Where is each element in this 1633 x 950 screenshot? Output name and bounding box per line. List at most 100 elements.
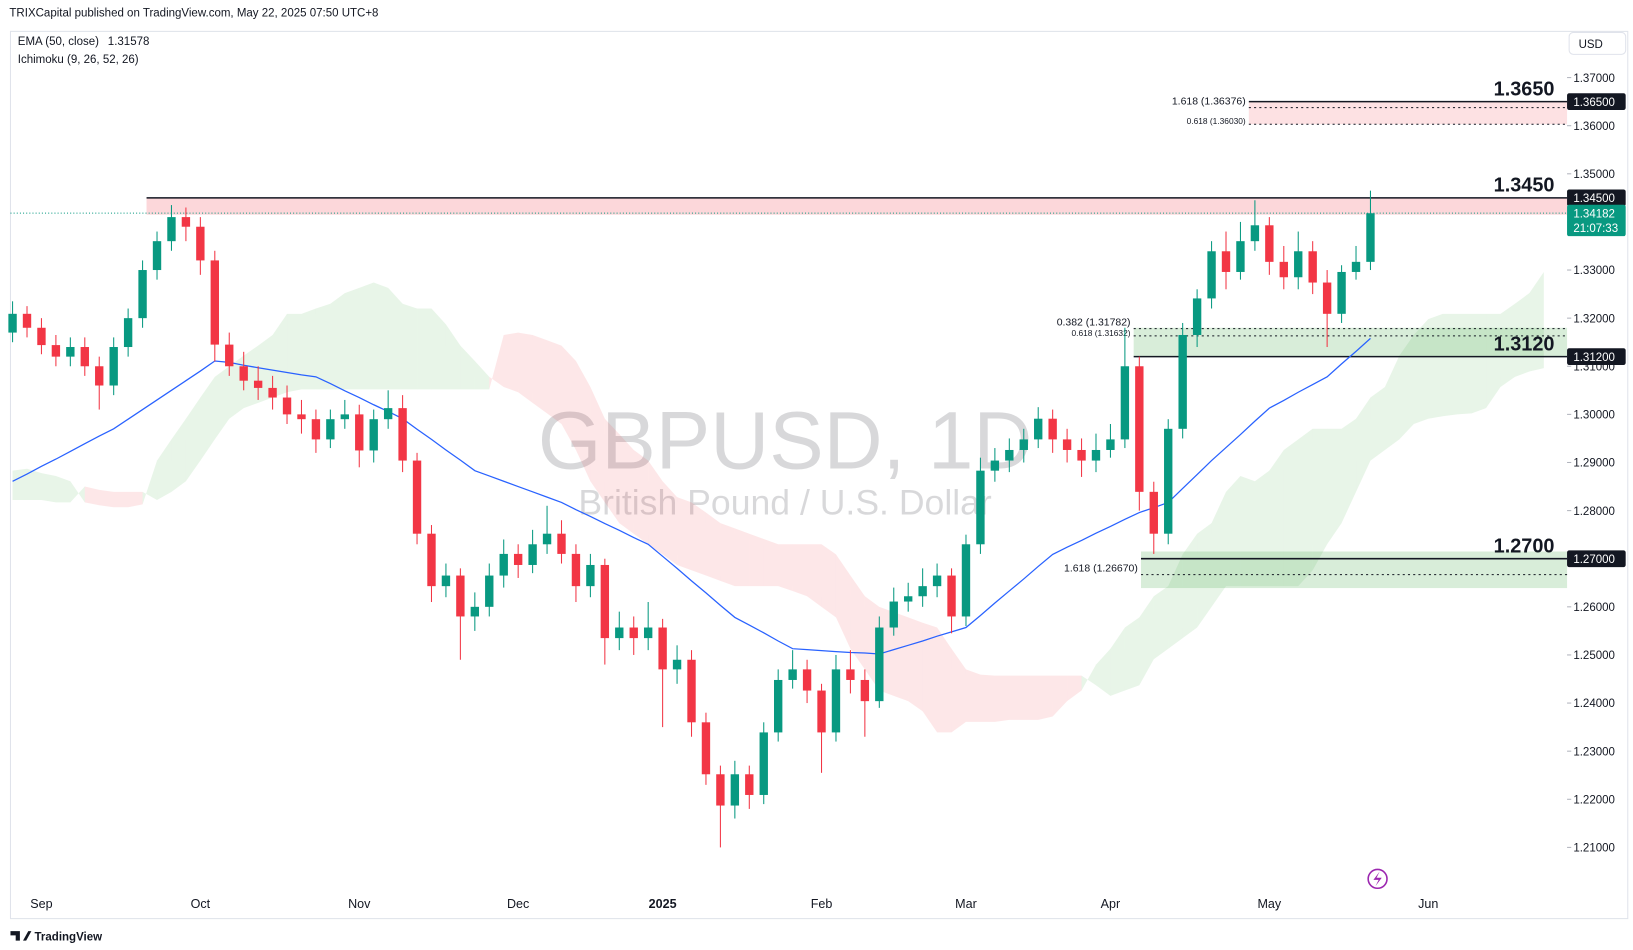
cloud-segment xyxy=(55,475,71,503)
candle-body xyxy=(774,679,783,733)
candle-body xyxy=(1062,439,1072,450)
tags: 1.36500 1.34500 1.31200 1.27000 1.34182 21:07… xyxy=(1567,93,1626,568)
cloud-segment xyxy=(1052,675,1068,717)
cloud-segment xyxy=(214,366,230,440)
cloud-segment xyxy=(1283,439,1299,587)
candle-body xyxy=(66,347,75,357)
level-lines: 1.3650 1.3450 1.3120 1.2700 1.618 (1.36376) 0… xyxy=(10,78,1568,576)
level-tag-label: 1.34500 xyxy=(1573,193,1615,205)
candle-body xyxy=(95,366,104,386)
cloud-segment xyxy=(778,544,793,591)
candle-body xyxy=(990,460,1000,471)
cloud-segment xyxy=(965,669,981,722)
x-tick-label: Jun xyxy=(1418,897,1438,911)
candle-body xyxy=(51,345,61,357)
cloud-segment xyxy=(705,512,721,581)
cloud-segment xyxy=(1153,586,1169,660)
indicator-value: 1.31578 xyxy=(108,36,150,48)
cloud-segment xyxy=(1081,664,1096,691)
cloud-segment xyxy=(431,308,446,390)
y-tick-label: 1.23000 xyxy=(1573,746,1615,758)
candle-body xyxy=(817,690,826,733)
fib-label: 0.618 (1.31632) xyxy=(1071,328,1130,338)
candle-body xyxy=(239,366,248,381)
alert-icon[interactable] xyxy=(1367,868,1388,890)
candle-body xyxy=(427,533,436,587)
cloud-segment xyxy=(1110,627,1125,696)
cloud-segment xyxy=(344,287,360,390)
candle-body xyxy=(875,627,884,702)
candle-body xyxy=(687,659,696,723)
cloud-segment xyxy=(388,287,403,390)
alert-bolt xyxy=(1373,871,1382,887)
cloud-segment xyxy=(1442,313,1458,417)
candle-body xyxy=(80,347,89,367)
candle-body xyxy=(268,387,277,398)
candle-body xyxy=(802,669,812,691)
candle-body xyxy=(701,722,711,775)
cloud-segment xyxy=(937,627,952,733)
candle-body xyxy=(152,241,162,271)
cloud-segment xyxy=(171,418,186,492)
watermark-subtitle: British Pound / U.S. Dollar xyxy=(578,483,992,523)
cloud-segment xyxy=(1269,449,1284,587)
cloud-segment xyxy=(359,282,374,390)
cloud-segment xyxy=(518,332,533,403)
candle-body xyxy=(846,669,855,680)
cloud-segment xyxy=(84,486,100,506)
cloud-segment xyxy=(994,675,1010,722)
cloud-segment xyxy=(821,544,836,618)
candle-body xyxy=(470,606,480,617)
candle-body xyxy=(1265,225,1274,262)
candle-body xyxy=(1178,334,1187,429)
cloud-segment xyxy=(807,544,822,607)
fib-label: 0.618 (1.36030) xyxy=(1187,116,1246,126)
candle-body xyxy=(383,408,393,420)
cloud-segment xyxy=(1067,675,1082,702)
level-tag xyxy=(1567,93,1626,111)
y-tick-label: 1.33000 xyxy=(1573,265,1615,277)
candle-body xyxy=(22,313,32,328)
candle-body xyxy=(1250,225,1260,242)
y-tick-label: 1.36000 xyxy=(1573,121,1615,133)
cloud-segment xyxy=(1471,313,1487,414)
ema xyxy=(12,337,1371,655)
cloud-segment xyxy=(850,575,865,670)
y-tick-label: 1.28000 xyxy=(1573,506,1615,518)
candle-body xyxy=(441,575,451,587)
cloud-segment xyxy=(734,528,750,587)
alert-circle xyxy=(1367,868,1388,890)
cloud-segment xyxy=(1168,554,1183,649)
candle-body xyxy=(571,553,581,587)
fib-label: 1.618 (1.26670) xyxy=(1064,563,1138,574)
cloud-segment xyxy=(27,468,42,501)
frame xyxy=(9,30,1629,920)
candle-body xyxy=(1207,251,1216,299)
watermark-title: GBPUSD, 1D xyxy=(538,396,1032,487)
cloud-segment xyxy=(330,293,345,390)
level-tag xyxy=(1567,348,1626,366)
cloud-segment xyxy=(272,313,288,398)
cloud-segment xyxy=(1009,675,1024,720)
cloud-segment xyxy=(41,473,56,503)
cloud-segment xyxy=(373,282,389,390)
candle-body xyxy=(1279,261,1288,278)
candle-body xyxy=(1034,418,1043,440)
candle-body xyxy=(311,419,321,440)
publisher: TRIXCapital published on TradingView.com… xyxy=(9,8,378,20)
cloud-segment xyxy=(792,544,808,597)
indicator-label: Ichimoku (9, 26, 52, 26) xyxy=(18,54,139,66)
candle-body xyxy=(167,217,176,242)
candle-body xyxy=(513,553,523,565)
candle-body xyxy=(745,774,754,795)
cloud-segment xyxy=(142,460,158,505)
cloud-segment xyxy=(1370,386,1385,461)
currency-box[interactable] xyxy=(1568,31,1627,55)
cloud-segment xyxy=(1529,271,1544,372)
cloud-segment xyxy=(1139,596,1154,686)
x-tick-label: Feb xyxy=(811,897,833,911)
y-tick-label: 1.29000 xyxy=(1573,458,1615,470)
x-tick-label: Nov xyxy=(348,897,371,911)
